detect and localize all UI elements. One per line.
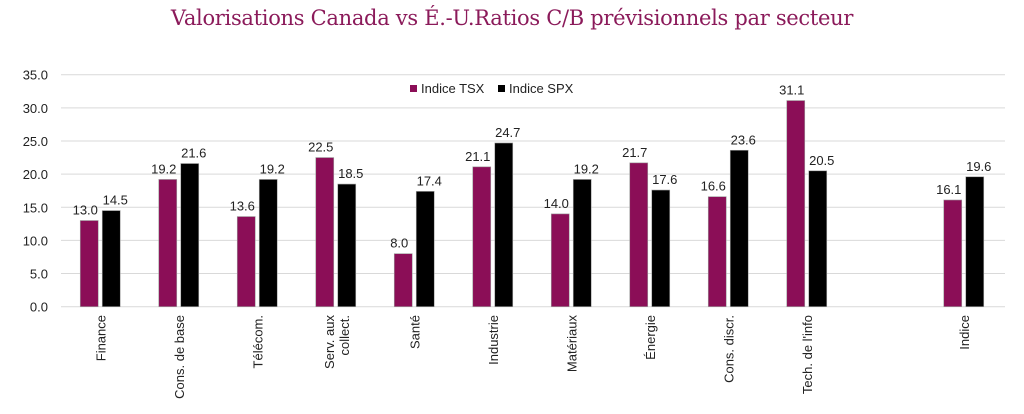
bar-tsx [315, 157, 335, 307]
data-label: 14.5 [103, 193, 128, 208]
x-tick-label: Indice [957, 315, 972, 350]
data-label: 13.0 [73, 203, 98, 218]
x-tick-label: Santé [407, 315, 422, 349]
x-tick-label: Serv. auxcollect. [322, 315, 352, 369]
y-tick-label: 20.0 [23, 167, 48, 182]
data-label: 24.7 [495, 125, 520, 140]
y-tick-label: 5.0 [30, 267, 48, 282]
data-label: 21.1 [465, 149, 490, 164]
bar-spx [101, 210, 121, 307]
data-label: 19.2 [574, 161, 599, 176]
bar-tsx [236, 216, 256, 307]
y-tick-label: 30.0 [23, 101, 48, 116]
y-tick-label: 35.0 [23, 68, 48, 83]
bar-spx [494, 142, 514, 307]
data-label: 16.6 [701, 179, 726, 194]
bar-tsx [472, 166, 492, 307]
data-label: 19.6 [966, 159, 991, 174]
y-tick-label: 10.0 [23, 233, 48, 248]
x-tick-label: Cons. de base [172, 315, 187, 399]
legend-swatch [410, 85, 417, 92]
data-label: 20.5 [809, 153, 834, 168]
x-tick-label: Énergie [643, 315, 658, 360]
bar-tsx [629, 162, 649, 307]
bar-tsx [393, 253, 413, 308]
bar-tsx [943, 199, 963, 307]
bar-tsx [79, 220, 99, 307]
legend-label: Indice TSX [421, 81, 485, 96]
data-label: 8.0 [390, 236, 408, 251]
bar-tsx [550, 213, 570, 307]
legend-label: Indice SPX [509, 81, 574, 96]
data-label: 22.5 [308, 140, 333, 155]
y-tick-label: 15.0 [23, 200, 48, 215]
bar-spx [965, 176, 985, 307]
bar-tsx [158, 179, 178, 307]
x-tick-label: Télécom. [250, 315, 265, 368]
data-label: 19.2 [260, 161, 285, 176]
bar-spx [415, 191, 435, 307]
data-label: 23.6 [731, 132, 756, 147]
data-label: 13.6 [230, 199, 255, 214]
data-label: 21.7 [622, 145, 647, 160]
x-tick-label: Cons. discr. [721, 315, 736, 383]
y-tick-label: 0.0 [30, 300, 48, 315]
bar-spx [258, 179, 278, 307]
bar-spx [337, 183, 357, 307]
data-label: 18.5 [338, 166, 363, 181]
bar-tsx [707, 196, 727, 307]
data-label: 17.4 [417, 173, 442, 188]
bar-spx [808, 170, 828, 307]
data-label: 19.2 [151, 161, 176, 176]
y-tick-label: 25.0 [23, 134, 48, 149]
bar-tsx [786, 100, 806, 308]
legend-swatch [498, 85, 505, 92]
chart-title: Valorisations Canada vs É.-U.Ratios C/B … [170, 6, 854, 30]
bar-spx [651, 189, 671, 307]
x-tick-label: Industrie [486, 315, 501, 365]
x-tick-label: Matériaux [564, 315, 579, 373]
bar-spx [572, 179, 592, 307]
data-label: 14.0 [544, 196, 569, 211]
data-label: 16.1 [936, 182, 961, 197]
x-tick-label: Tech. de l'info [800, 315, 815, 394]
data-label: 31.1 [779, 83, 804, 98]
x-tick-label: Finance [93, 315, 108, 361]
bar-spx [180, 163, 200, 307]
data-label: 21.6 [181, 146, 206, 161]
data-label: 17.6 [652, 172, 677, 187]
bar-spx [729, 149, 749, 307]
